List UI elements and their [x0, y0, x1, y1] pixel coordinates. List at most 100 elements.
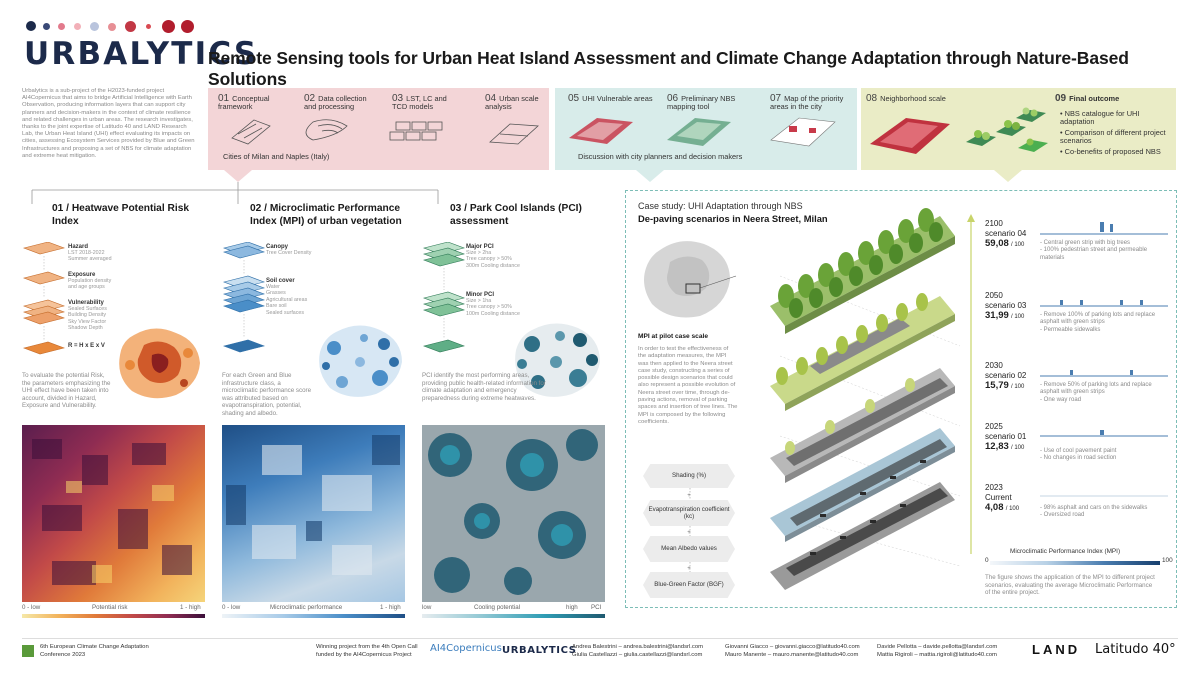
arrow-down-olive [994, 170, 1022, 182]
mpi-layer-stack [222, 242, 266, 353]
mpi-city-map [319, 325, 402, 397]
brand-dot [125, 21, 136, 32]
workflow-icons-olive [870, 107, 1048, 154]
outcome-item: • NBS catalogue for UHI adaptation [1060, 109, 1140, 126]
pci-layer-major: Major PCI Size > 2ha Tree canopy > 50% 3… [466, 244, 520, 269]
coefficient-connectors: + + + [687, 488, 691, 572]
workflow-icons-pink [231, 119, 539, 145]
mpi-performance-map [222, 425, 405, 602]
conference-logo-icon [22, 645, 34, 657]
section-connectors [31, 182, 439, 204]
mpi-performance-map-texture [226, 435, 400, 575]
pci-layer-minor: Minor PCI Size > 1ha Tree canopy > 50% 1… [466, 292, 520, 317]
timeline-arrow [967, 214, 975, 554]
footer-divider [22, 638, 1178, 639]
outcome-item: • Co-benefits of proposed NBS [1060, 147, 1161, 156]
mpi-scale-min: 0 [985, 557, 989, 564]
workflow-step-08: 08 Neighborhood scale [866, 93, 946, 104]
brand-dot [162, 20, 175, 33]
pci-legend-mid: Cooling potential [474, 604, 521, 611]
pci-description: PCI identify the most performing areas, … [422, 372, 546, 402]
urbalytics-footer-logo: URBALYTICS [502, 645, 577, 656]
figure-caption: The figure shows the application of the … [985, 574, 1155, 597]
pci-city-map [515, 323, 600, 397]
mpi-legend-bar [222, 614, 405, 618]
contacts-col-3: Davide Pellotta – davide.pellotta@landsr… [877, 644, 998, 658]
svg-text:+: + [687, 530, 691, 536]
section-title-mpi: 02 / Microclimatic Performance Index (MP… [250, 203, 402, 227]
hwp-city-map [119, 328, 200, 399]
scenario-current: 2023 Current 4,08 / 100 [985, 483, 1020, 513]
pci-layer-stack [422, 242, 466, 353]
brand-dot [90, 22, 99, 31]
mpi-legend-high: 1 - high [380, 604, 401, 611]
ai4copernicus-logo: AI4Copernicus [430, 643, 502, 654]
hwp-layer-vulnerability: Vulnerability Sealed Surfaces Building D… [68, 300, 107, 332]
brand-dot [58, 23, 65, 30]
hwp-risk-map-texture [32, 439, 192, 585]
coefficient-evapotranspiration: Evapotranspiration coefficient (kc) [643, 500, 735, 526]
workflow-step-01: 01 Conceptual framework [218, 93, 270, 111]
outcome-list: • NBS catalogue for UHI adaptation • Com… [1060, 110, 1175, 156]
band-caption-discussion: Discussion with city planners and decisi… [578, 152, 743, 161]
funding-text: Winning project from the 4th Open Call f… [316, 644, 418, 658]
brand-dot [181, 20, 194, 33]
arrow-down-teal [636, 170, 664, 182]
coefficient-bgf: Blue-Green Factor (BGF) [643, 572, 735, 598]
workflow-step-07: 07 Map of the priority areas in the city [770, 93, 844, 111]
coefficient-albedo: Mean Albedo values [643, 536, 735, 562]
brand-dot [146, 24, 151, 29]
workflow-step-04: 04 Urban scale analysis [485, 93, 539, 111]
brand-dot [26, 21, 36, 31]
mpi-legend-mid: Microclimatic performance [270, 604, 343, 611]
intro-text: Urbalytics is a sub-project of the H2023… [22, 88, 195, 159]
scenario-01-bullets: - Use of cool pavement paint - No change… [1040, 448, 1117, 462]
pci-legend-bar [422, 614, 605, 618]
scenario-04: 2100 scenario 04 59,08 / 100 [985, 219, 1027, 249]
hwp-legend-mid: Potential risk [92, 604, 128, 611]
street-section-profiles [1040, 222, 1168, 497]
workflow-step-06: 06 Preliminary NBS mapping tool [667, 93, 736, 111]
land-logo: LAND [1032, 642, 1081, 657]
case-study-frame [625, 190, 1177, 608]
latitudo40-logo: Latitudo 40° [1095, 642, 1176, 657]
svg-text:+: + [687, 566, 691, 572]
scenario-01: 2025 scenario 01 12,83 / 100 [985, 422, 1027, 452]
hwp-legend-bar [22, 614, 205, 618]
section-title-hwp: 01 / Heatwave Potential Risk Index [52, 203, 190, 227]
page-title: Remote Sensing tools for Urban Heat Isla… [208, 48, 1129, 89]
case-study-title: De-paving scenarios in Neera Street, Mil… [638, 213, 828, 224]
hwp-description: To evaluate the potential Risk, the para… [22, 372, 111, 410]
contacts-col-1: Andrea Balestrini – andrea.balestrini@la… [572, 644, 704, 658]
arrow-down-pink [224, 170, 252, 182]
svg-text:+: + [687, 493, 691, 499]
pci-cooling-map-texture [428, 429, 598, 595]
scenario-02: 2030 scenario 02 15,79 / 100 [985, 361, 1027, 391]
mpi-layer-soil: Soil cover Water Grasses Agricultural ar… [266, 278, 308, 316]
workflow-step-09: 09 Final outcome [1055, 93, 1120, 104]
mpi-layer-canopy: Canopy Tree Cover Density [266, 244, 312, 256]
mpi-scale-max: 100 [1162, 557, 1173, 564]
scenario-04-bullets: - Central green strip with big trees - 1… [1040, 240, 1148, 261]
pci-cooling-map [422, 425, 605, 602]
contacts-col-2: Giovanni Giacco – giovanni.giacco@latitu… [725, 644, 860, 658]
conference-text: 6th European Climate Change Adaptation C… [40, 644, 149, 658]
outcome-item: • Comparison of different project scenar… [1060, 128, 1166, 145]
workflow-icons-teal [569, 117, 836, 147]
mpi-description: For each Green and Blue infrastructure c… [222, 372, 312, 417]
milan-locator-map [644, 241, 737, 318]
brand-dot [43, 23, 50, 30]
street-scenarios-illustration [770, 208, 960, 590]
case-study-kicker: Case study: UHI Adaptation through NBS [638, 201, 803, 211]
mpi-legend-low: 0 - low [222, 604, 241, 611]
scenario-03: 2050 scenario 03 31,99 / 100 [985, 291, 1027, 321]
hwp-risk-map [22, 425, 205, 602]
coefficient-shading: Shading (%) [643, 464, 735, 488]
hwp-formula: R = H x E x V [68, 343, 105, 349]
pci-legend-low: low [422, 604, 432, 611]
brand-dots [26, 20, 196, 35]
hwp-legend-high: 1 - high [180, 604, 201, 611]
mpi-scale-bar [990, 561, 1160, 565]
urbalytics-logo: URBALYTICS [24, 36, 259, 72]
hwp-layer-exposure: Exposure Population density and age grou… [68, 272, 112, 291]
